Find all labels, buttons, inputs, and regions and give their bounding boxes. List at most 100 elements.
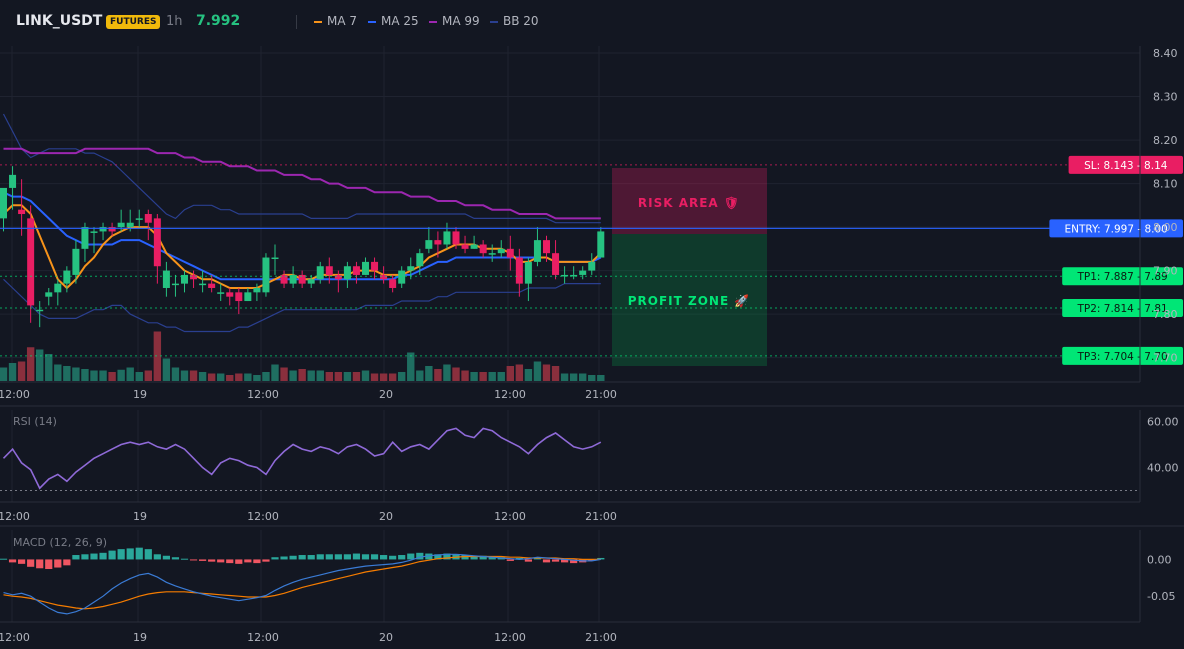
macd-histogram-bar bbox=[81, 554, 89, 560]
volume-bar bbox=[533, 361, 542, 381]
candle-body bbox=[181, 274, 188, 284]
risk-area-zone bbox=[612, 168, 767, 234]
candle-body bbox=[352, 266, 360, 275]
volume-bar bbox=[524, 369, 533, 381]
volume-bar bbox=[207, 373, 216, 381]
candle-body bbox=[9, 174, 17, 188]
volume-bar bbox=[551, 366, 560, 381]
volume-bar bbox=[289, 370, 297, 381]
bb-upper-line bbox=[2, 113, 601, 224]
symbol-label[interactable]: LINK_USDT bbox=[16, 13, 103, 29]
indicator-ma25[interactable]: MA 25 bbox=[368, 14, 419, 29]
volume-bar bbox=[434, 369, 442, 381]
volume-bar bbox=[316, 370, 324, 381]
candle-body bbox=[425, 240, 433, 249]
volume-bar bbox=[425, 366, 433, 381]
macd-histogram-bar bbox=[488, 556, 496, 560]
macd-histogram-bar bbox=[470, 555, 478, 560]
price-levels: SL: 8.143 - 8.14 ENTRY: 7.997 - 8.00 TP1: … bbox=[0, 155, 1183, 365]
macd-tick-label: -0.05 bbox=[1147, 590, 1175, 603]
candle-body bbox=[371, 261, 379, 271]
macd-histogram-bar bbox=[180, 558, 189, 560]
macd-histogram-bar bbox=[45, 559, 53, 570]
candle-body bbox=[470, 244, 478, 249]
macd-histogram-bar bbox=[343, 554, 351, 560]
macd-histogram-bar bbox=[280, 556, 288, 560]
volume-bar bbox=[99, 370, 107, 381]
volume-bar bbox=[54, 364, 62, 381]
macd-histogram-bar bbox=[171, 557, 180, 560]
candle-body bbox=[479, 244, 487, 254]
time-tick-label: 20 bbox=[379, 388, 393, 401]
time-tick-label: 12:00 bbox=[247, 631, 279, 644]
time-tick-label: 12:00 bbox=[0, 510, 30, 523]
volume-bar bbox=[280, 367, 288, 381]
macd-histogram-bar bbox=[199, 559, 207, 561]
macd-histogram-bar bbox=[597, 557, 605, 560]
macd-histogram-bar bbox=[36, 559, 44, 569]
macd-histogram-bar bbox=[361, 554, 370, 560]
volume-bars bbox=[0, 331, 605, 381]
candle-body bbox=[579, 270, 587, 275]
indicator-bb20[interactable]: BB 20 bbox=[490, 14, 539, 29]
price-tick-label: 8.30 bbox=[1153, 91, 1178, 104]
volume-bar bbox=[398, 372, 406, 381]
tp1-label: TP1: 7.887 - 7.89 bbox=[1076, 271, 1167, 283]
macd-histogram-bar bbox=[434, 554, 442, 560]
macd-histogram-bar bbox=[325, 554, 333, 560]
macd-histogram-bar bbox=[108, 550, 116, 560]
time-tick-label: 12:00 bbox=[494, 510, 526, 523]
candle-body bbox=[45, 292, 53, 297]
macd-histogram-bar bbox=[542, 559, 551, 563]
candle-body bbox=[271, 257, 279, 260]
macd-histogram-bar bbox=[407, 553, 415, 560]
volume-bar bbox=[542, 364, 551, 381]
time-tick-label: 12:00 bbox=[0, 631, 30, 644]
macd-histogram-bar bbox=[99, 552, 107, 560]
candle-body bbox=[199, 283, 207, 286]
candle-body bbox=[171, 283, 179, 286]
macd-histogram-bar bbox=[370, 554, 379, 560]
macd-histogram-bar bbox=[208, 559, 216, 562]
macd-histogram-bar bbox=[162, 555, 170, 560]
candle-body bbox=[162, 270, 170, 288]
sl-label: SL: 8.143 - 8.14 bbox=[1084, 160, 1168, 172]
candle-body bbox=[533, 240, 541, 262]
macd-histogram-bar bbox=[153, 554, 161, 560]
volume-bar bbox=[36, 349, 44, 381]
tp2-tag[interactable] bbox=[1062, 299, 1183, 317]
time-tick-label: 19 bbox=[133, 631, 147, 644]
candle-body bbox=[18, 209, 26, 215]
volume-bar bbox=[388, 373, 397, 381]
candle-body bbox=[416, 253, 424, 267]
volume-bar bbox=[8, 363, 17, 381]
volume-bar bbox=[153, 331, 162, 381]
tp2-label: TP2: 7.814 - 7.81 bbox=[1076, 303, 1167, 315]
volume-bar bbox=[560, 373, 569, 381]
ma25-line bbox=[3, 191, 602, 281]
indicator-ma7[interactable]: MA 7 bbox=[314, 14, 357, 29]
price-tick-label: 8.20 bbox=[1153, 134, 1178, 147]
volume-bar bbox=[90, 370, 98, 381]
volume-bar bbox=[588, 375, 596, 381]
volume-bar bbox=[597, 375, 605, 381]
entry-tag[interactable] bbox=[1049, 219, 1183, 238]
macd-histogram-bar bbox=[63, 559, 71, 566]
indicator-ma99[interactable]: MA 99 bbox=[429, 14, 480, 29]
tp1-tag[interactable] bbox=[1062, 267, 1183, 286]
tp3-tag[interactable] bbox=[1062, 346, 1183, 365]
macd-histogram-bar bbox=[262, 559, 270, 562]
ma7-label: MA 7 bbox=[327, 14, 358, 28]
volume-bar bbox=[579, 373, 587, 381]
volume-bar bbox=[198, 372, 207, 381]
macd-histogram-bar bbox=[570, 559, 578, 564]
candle-body bbox=[524, 261, 532, 284]
timeframe-label[interactable]: 1h bbox=[166, 14, 183, 29]
candle-body bbox=[153, 218, 161, 267]
volume-bar bbox=[162, 358, 171, 381]
candle-body bbox=[461, 244, 469, 249]
macd-histogram-bar bbox=[307, 555, 315, 560]
candle-body bbox=[334, 274, 342, 280]
sl-tag[interactable] bbox=[1068, 155, 1183, 174]
